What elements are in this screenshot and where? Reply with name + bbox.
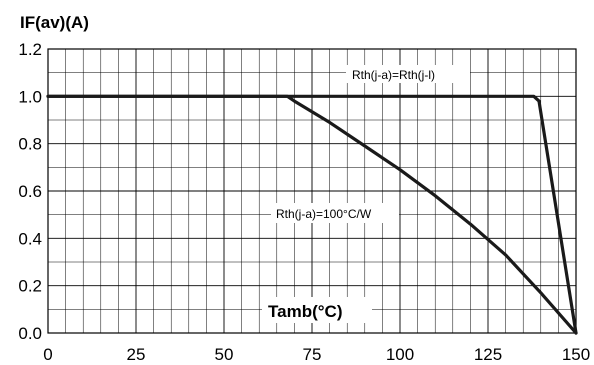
x-axis-label-bg — [262, 297, 372, 323]
x-tick-label: 0 — [43, 345, 52, 364]
y-tick-label: 0.8 — [18, 135, 42, 154]
annotation-bg-1 — [346, 65, 470, 83]
annotation-bg-2 — [271, 203, 399, 223]
x-tick-label: 150 — [562, 345, 590, 364]
major-grid — [47, 48, 577, 334]
series-line-2 — [46, 94, 578, 335]
x-tick-label: 125 — [474, 345, 502, 364]
x-tick-label: 50 — [215, 345, 234, 364]
y-tick-label: 0.2 — [18, 277, 42, 296]
x-tick-label: 25 — [127, 345, 146, 364]
x-tick-label: 100 — [386, 345, 414, 364]
y-tick-label: 0.4 — [18, 229, 42, 248]
x-axis-label: Tamb(°C) — [268, 302, 342, 321]
tick-labels: 0 25 50 75 100 125 150 0.0 0.2 0.4 0.6 0.8 1.0 1.2 — [18, 40, 590, 364]
y-tick-label: 0.6 — [18, 182, 42, 201]
y-tick-label: 1.2 — [18, 40, 42, 59]
x-tick-label: 75 — [303, 345, 322, 364]
y-tick-label: 1.0 — [18, 87, 42, 106]
series-layer — [46, 94, 578, 335]
annotation-rth-100: Rth(j-a)=100°C/W — [276, 207, 372, 221]
y-axis-label: IF(av)(A) — [20, 13, 89, 32]
plot-frame — [47, 48, 577, 334]
series-line-1 — [46, 94, 578, 335]
annotation-rth-jl: Rth(j-a)=Rth(j-l) — [352, 68, 435, 82]
y-tick-label: 0.0 — [18, 324, 42, 343]
